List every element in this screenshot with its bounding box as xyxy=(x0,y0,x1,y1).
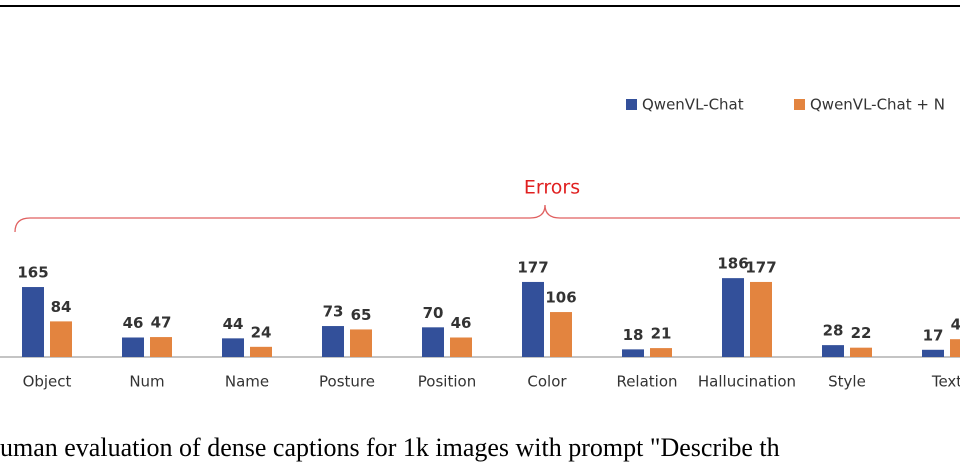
value-label: 177 xyxy=(745,258,776,276)
bar xyxy=(850,347,872,357)
x-tick-label: Color xyxy=(527,373,567,391)
bar xyxy=(122,337,144,357)
legend-label: QwenVL-Chat + N xyxy=(810,96,945,114)
legend-label: QwenVL-Chat xyxy=(642,96,744,114)
bar xyxy=(922,349,944,357)
value-label: 70 xyxy=(423,304,444,322)
value-label: 73 xyxy=(323,303,344,321)
bar xyxy=(422,327,444,357)
legend-swatch xyxy=(794,99,805,110)
bar xyxy=(322,326,344,357)
bar xyxy=(222,338,244,357)
value-label: 24 xyxy=(251,323,272,341)
value-label: 47 xyxy=(151,314,172,332)
x-tick-label: Style xyxy=(828,373,866,391)
value-label: 177 xyxy=(517,258,548,276)
annotation: Errors xyxy=(524,177,580,199)
bar xyxy=(350,329,372,357)
value-label: 42 xyxy=(951,316,960,334)
bar xyxy=(750,281,772,357)
bar xyxy=(50,321,72,357)
value-label: 186 xyxy=(717,255,748,273)
x-tick-label: Position xyxy=(418,373,476,391)
legend-swatch xyxy=(626,99,637,110)
value-label: 46 xyxy=(123,314,144,332)
value-label: 65 xyxy=(351,306,372,324)
x-tick-label: Text xyxy=(931,373,960,391)
x-tick-label: Relation xyxy=(616,373,677,391)
value-label: 106 xyxy=(545,289,576,307)
value-label: 44 xyxy=(223,315,244,333)
bar xyxy=(722,278,744,357)
x-tick-label: Num xyxy=(129,373,164,391)
bar xyxy=(622,349,644,357)
x-tick-label: Posture xyxy=(319,373,375,391)
bar xyxy=(22,287,44,357)
x-tick-label: Hallucination xyxy=(698,373,796,391)
value-label: 28 xyxy=(823,322,844,340)
value-label: 21 xyxy=(651,325,672,343)
bar xyxy=(250,346,272,357)
bar xyxy=(522,281,544,357)
bar xyxy=(950,339,960,357)
bar xyxy=(550,312,572,357)
bar xyxy=(822,345,844,357)
bar xyxy=(650,348,672,357)
value-label: 46 xyxy=(451,314,472,332)
bar xyxy=(150,337,172,357)
brace xyxy=(14,204,960,233)
value-label: 165 xyxy=(17,264,48,282)
x-tick-label: Object xyxy=(23,373,72,391)
bar xyxy=(450,337,472,357)
value-label: 22 xyxy=(851,324,872,342)
x-tick-label: Name xyxy=(225,373,269,391)
caption: uman evaluation of dense captions for 1k… xyxy=(0,433,780,462)
value-label: 84 xyxy=(51,298,72,316)
value-label: 17 xyxy=(923,326,944,344)
value-label: 18 xyxy=(623,326,644,344)
